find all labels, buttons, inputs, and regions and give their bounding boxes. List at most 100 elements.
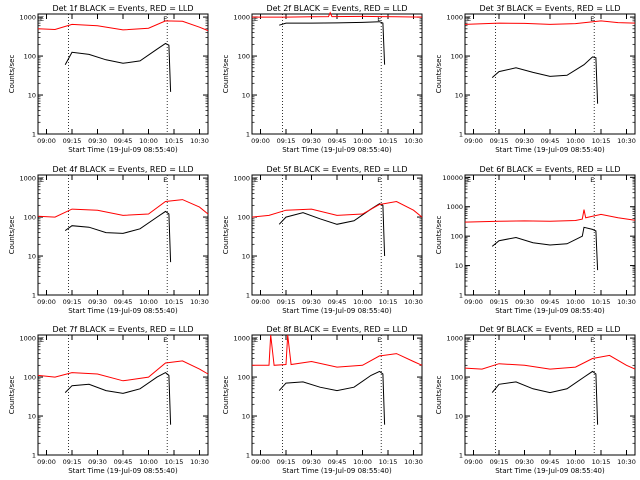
x-tick-label: 10:30	[404, 298, 423, 306]
marker-label: E	[163, 176, 167, 184]
lld-series-line	[37, 199, 209, 218]
marker-label: E	[254, 336, 258, 344]
x-tick-label: 09:45	[114, 298, 133, 306]
x-tick-label: 09:00	[464, 458, 483, 466]
y-tick-label: 1000	[233, 335, 250, 343]
marker-label: E	[40, 15, 44, 23]
y-tick-label: 1	[246, 131, 250, 139]
events-series-line	[491, 370, 599, 425]
chart-title: Det 9f BLACK = Events, RED = LLD	[479, 325, 620, 334]
x-tick-label: 10:00	[566, 137, 585, 145]
marker-label: E	[467, 15, 471, 23]
y-axis-label: Counts/sec	[222, 376, 230, 415]
x-tick-label: 09:15	[63, 137, 82, 145]
y-tick-label: 1	[32, 131, 36, 139]
chart-title: Det 6f BLACK = Events, RED = LLD	[479, 165, 620, 174]
marker-label: E	[40, 336, 44, 344]
x-tick-label: 10:00	[353, 298, 372, 306]
y-tick-label: 10	[242, 413, 250, 421]
chart-panel: Det 8f BLACK = Events, RED = LLD E E 1 10 100…	[222, 325, 423, 475]
marker-label: E	[377, 15, 381, 23]
marker-label: E	[590, 336, 594, 344]
x-axis-label: Start Time (19-Jul-09 08:55:40)	[495, 307, 605, 315]
x-tick-label: 09:00	[37, 137, 56, 145]
marker-label: E	[40, 176, 44, 184]
x-axis-label: Start Time (19-Jul-09 08:55:40)	[282, 307, 392, 315]
x-tick-label: 09:30	[302, 458, 321, 466]
x-tick-label: 09:15	[277, 298, 296, 306]
x-tick-label: 10:30	[617, 298, 636, 306]
x-tick-label: 09:45	[114, 458, 133, 466]
y-tick-label: 1	[32, 292, 36, 300]
lld-series-line	[464, 209, 636, 223]
x-tick-label: 09:00	[464, 298, 483, 306]
x-tick-label: 09:30	[515, 298, 534, 306]
y-tick-label: 1	[246, 452, 250, 460]
lld-series-line	[37, 20, 209, 32]
y-tick-label: 1	[459, 292, 463, 300]
x-tick-label: 09:00	[251, 298, 270, 306]
chart-title: Det 1f BLACK = Events, RED = LLD	[52, 4, 193, 13]
chart-title: Det 3f BLACK = Events, RED = LLD	[479, 4, 620, 13]
x-tick-label: 09:00	[37, 458, 56, 466]
y-tick-label: 1	[459, 131, 463, 139]
x-tick-label: 10:30	[404, 137, 423, 145]
marker-label: E	[590, 176, 594, 184]
x-tick-label: 09:15	[490, 137, 509, 145]
plot-frame	[464, 334, 636, 456]
plot-frame	[251, 13, 423, 135]
y-tick-label: 10	[28, 413, 36, 421]
x-tick-label: 10:15	[165, 458, 184, 466]
x-tick-label: 09:00	[464, 137, 483, 145]
lld-series-line	[251, 200, 423, 218]
marker-label: E	[163, 336, 167, 344]
y-tick-label: 10	[455, 262, 463, 270]
x-axis-label: Start Time (19-Jul-09 08:55:40)	[282, 467, 392, 475]
chart-panel: Det 7f BLACK = Events, RED = LLD E E 1 10 100…	[8, 325, 209, 475]
x-tick-label: 10:00	[566, 298, 585, 306]
x-tick-label: 09:45	[541, 298, 560, 306]
x-tick-label: 09:30	[515, 137, 534, 145]
y-axis-label: Counts/sec	[8, 55, 16, 94]
y-tick-label: 10	[28, 253, 36, 261]
y-tick-label: 100	[451, 233, 463, 241]
x-axis-label: Start Time (19-Jul-09 08:55:40)	[495, 467, 605, 475]
x-tick-label: 09:45	[328, 458, 347, 466]
chart-panel: Det 5f BLACK = Events, RED = LLD E E 1 10 100…	[222, 165, 423, 315]
y-axis-label: Counts/sec	[435, 376, 443, 415]
x-tick-label: 09:45	[541, 458, 560, 466]
y-tick-label: 10000	[442, 174, 463, 182]
plot-frame	[37, 13, 209, 135]
y-tick-label: 1000	[19, 335, 36, 343]
x-axis-label: Start Time (19-Jul-09 08:55:40)	[282, 146, 392, 154]
y-tick-label: 10	[242, 253, 250, 261]
lld-series-line	[464, 354, 636, 370]
x-tick-label: 10:15	[592, 137, 611, 145]
marker-label: E	[163, 15, 167, 23]
y-tick-label: 1000	[233, 175, 250, 183]
y-tick-label: 1000	[446, 203, 463, 211]
y-tick-label: 1	[246, 292, 250, 300]
y-tick-label: 10	[455, 92, 463, 100]
x-tick-label: 09:30	[302, 137, 321, 145]
x-tick-label: 09:30	[88, 458, 107, 466]
chart-title: Det 7f BLACK = Events, RED = LLD	[52, 325, 193, 334]
x-tick-label: 10:00	[353, 137, 372, 145]
x-axis-label: Start Time (19-Jul-09 08:55:40)	[68, 307, 178, 315]
x-tick-label: 09:30	[302, 298, 321, 306]
x-tick-label: 09:30	[88, 298, 107, 306]
y-axis-label: Counts/sec	[8, 216, 16, 255]
plot-frame	[251, 174, 423, 296]
y-tick-label: 100	[238, 214, 250, 222]
plot-frame	[251, 334, 423, 456]
y-axis-label: Counts/sec	[222, 216, 230, 255]
plot-frame	[37, 174, 209, 296]
chart-panel: Det 6f BLACK = Events, RED = LLD E E 1 10 100…	[435, 165, 636, 315]
y-axis-label: Counts/sec	[8, 376, 16, 415]
x-tick-label: 10:15	[165, 137, 184, 145]
y-tick-label: 1000	[19, 14, 36, 22]
x-axis-label: Start Time (19-Jul-09 08:55:40)	[68, 467, 178, 475]
x-tick-label: 10:30	[190, 298, 209, 306]
y-tick-label: 10	[455, 413, 463, 421]
y-tick-label: 100	[451, 374, 463, 382]
